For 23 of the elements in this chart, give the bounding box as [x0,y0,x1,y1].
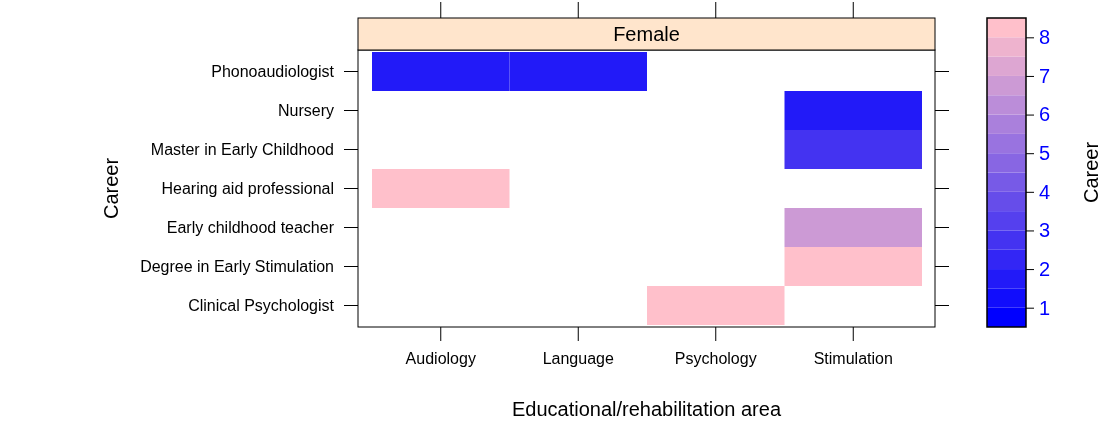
y-axis-title: Career [100,157,122,220]
color-bar-label: 2 [1039,257,1051,280]
color-bar-label: 3 [1039,219,1051,242]
color-bar-title: Career [1080,141,1102,204]
x-tick-label: Stimulation [813,350,893,368]
x-axis-title: Educational/rehabilitation area [511,398,782,420]
x-tick-label: Audiology [405,350,476,368]
color-bar-label: 7 [1039,64,1051,87]
color-bar-label: 5 [1039,142,1051,165]
y-tick-label: Phonoaudiologist [211,62,335,80]
y-tick-label: Degree in Early Stimulation [140,257,334,275]
y-tick-label: Clinical Psychologist [188,296,335,314]
color-bar-label: 8 [1039,26,1051,49]
y-tick-label: Hearing aid professional [161,179,334,197]
color-bar-label: 1 [1039,296,1051,319]
x-tick-label: Language [542,350,614,368]
y-tick-label: Early childhood teacher [166,218,335,236]
y-tick-label: Nursery [277,101,334,119]
color-bar-label: 6 [1039,103,1051,126]
color-bar-label: 4 [1039,180,1051,203]
chart-title: Female [613,23,680,45]
x-tick-label: Psychology [674,350,757,368]
y-tick-label: Master in Early Childhood [150,140,334,158]
